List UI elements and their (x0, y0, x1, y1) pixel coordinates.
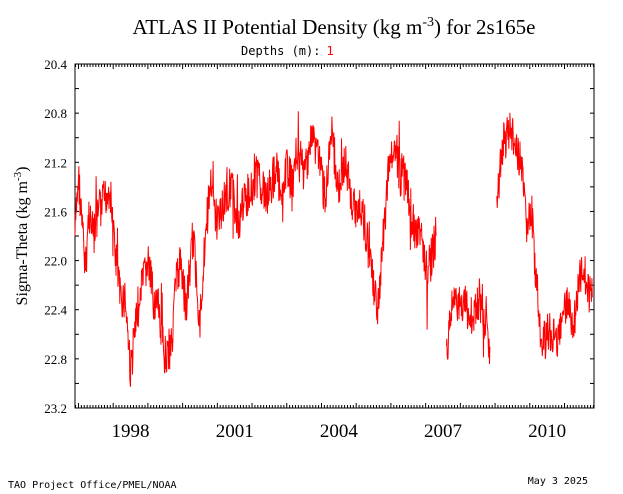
y-axis-label-main: Sigma-Theta (kg m (14, 180, 31, 305)
series-line-segment-2 (446, 278, 491, 365)
footer-credit: TAO Project Office/PMEL/NOAA (8, 480, 177, 491)
chart-title-main: ATLAS II Potential Density (kg m (132, 15, 422, 39)
chart-title-suffix: ) for 2s165e (434, 15, 535, 39)
subtitle-label: Depths (m): (241, 44, 320, 58)
subtitle-depth-value: 1 (326, 44, 333, 58)
y-axis-label: Sigma-Theta (kg m-3) (12, 167, 31, 306)
y-tick-label: 20.4 (44, 57, 67, 72)
x-tick-label: 1998 (112, 421, 150, 442)
y-tick-label: 20.8 (44, 106, 67, 121)
y-tick-label: 21.2 (44, 155, 67, 170)
plot-frame (74, 63, 595, 409)
footer-date: May 3 2025 (528, 476, 588, 487)
y-tick-label: 22.4 (44, 303, 67, 318)
chart-title-sup: -3 (422, 15, 434, 30)
y-tick-label: 21.6 (44, 204, 67, 219)
x-tick-label: 2007 (424, 421, 462, 442)
x-tick-label: 2010 (528, 421, 566, 442)
x-tick-label: 2001 (216, 421, 254, 442)
y-axis-label-sup: -3 (12, 171, 24, 181)
chart-title: ATLAS II Potential Density (kg m-3) for … (132, 15, 535, 39)
y-tick-label: 23.2 (44, 401, 67, 416)
y-axis-label-suffix: ) (14, 167, 31, 172)
y-tick-label: 22.8 (44, 352, 67, 367)
plot-area: 20.4 20.8 21.2 21.6 22.0 22.4 22.8 23.2 1998 2001… (44, 57, 595, 442)
x-tick-label: 2004 (320, 421, 359, 442)
y-tick-label: 22.0 (44, 254, 67, 269)
series-line-segment-1 (74, 111, 437, 387)
series-line-segment-3 (496, 112, 593, 360)
chart-subtitle: Depths (m): 1 (241, 44, 334, 58)
